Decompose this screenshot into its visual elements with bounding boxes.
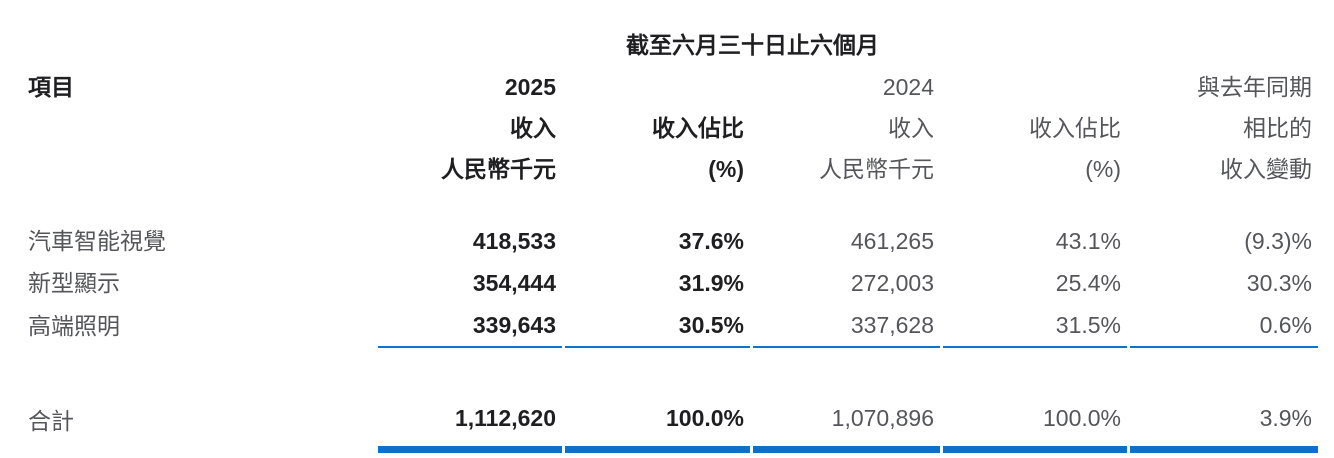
change-value: 0.6% [1130, 304, 1318, 348]
revenue-2024-value: 461,265 [850, 227, 934, 254]
change-header-line1: 與去年同期 [1197, 73, 1312, 100]
change-value: 30.3% [1246, 269, 1312, 296]
share-2024-value: 31.5% [943, 304, 1127, 348]
share-2025-unit: (%) [708, 155, 744, 182]
total-share-2025: 100.0% [565, 396, 750, 453]
share-2025-value: 30.5% [565, 304, 750, 348]
share-2024-value: 43.1% [1055, 227, 1121, 254]
empty-cell [1130, 18, 1318, 58]
empty-cell [25, 18, 375, 58]
empty-cell [25, 348, 1318, 396]
year-header-row: 項目 2025 2024 與去年同期 [25, 58, 1318, 100]
share-2025-value: 37.6% [678, 227, 744, 254]
share-2024-value: 25.4% [1055, 269, 1121, 296]
empty-cell [25, 182, 1318, 220]
change-header-line3: 收入變動 [1220, 155, 1312, 182]
row-item-label: 汽車智能視覺 [28, 227, 166, 254]
total-revenue-2024: 1,070,896 [753, 396, 940, 453]
revenue-2024-value: 337,628 [753, 304, 940, 348]
total-revenue-2025: 1,112,620 [378, 396, 562, 453]
year-header-2024: 2024 [882, 73, 934, 100]
total-label: 合計 [28, 408, 74, 435]
spacer-row [25, 182, 1318, 220]
revenue-2025-unit: 人民幣千元 [441, 155, 556, 182]
share-2025-header: 收入佔比 [652, 114, 744, 141]
table-row-total: 合計 1,112,620 100.0% 1,070,896 100.0% 3.9… [25, 396, 1318, 453]
change-value: (9.3)% [1244, 227, 1312, 254]
table-row-automotive-vision: 汽車智能視覺 418,533 37.6% 461,265 43.1% (9.3)… [25, 220, 1318, 262]
revenue-breakdown-table: 截至六月三十日止六個月 項目 2025 2024 與去年同期 收入 收入佔比 收… [22, 18, 1321, 453]
table-row-high-end-lighting: 高端照明 339,643 30.5% 337,628 31.5% 0.6% [25, 304, 1318, 348]
year-header-2025: 2025 [504, 73, 556, 100]
row-item-label: 高端照明 [28, 312, 120, 339]
revenue-2025-value: 418,533 [472, 227, 556, 254]
empty-cell [943, 58, 1127, 100]
period-title-row: 截至六月三十日止六個月 [25, 18, 1318, 58]
total-change: 3.9% [1130, 396, 1318, 453]
subheader-row-2: 人民幣千元 (%) 人民幣千元 (%) 收入變動 [25, 141, 1318, 182]
revenue-2025-header: 收入 [510, 114, 556, 141]
share-2024-unit: (%) [1085, 155, 1121, 182]
revenue-2024-header: 收入 [888, 114, 934, 141]
item-column-header: 項目 [28, 73, 74, 100]
spacer-row [25, 348, 1318, 396]
revenue-2024-value: 272,003 [850, 269, 934, 296]
empty-cell [25, 141, 375, 182]
row-item-label: 新型顯示 [28, 269, 120, 296]
empty-cell [565, 58, 750, 100]
revenue-2025-value: 354,444 [472, 269, 556, 296]
share-2024-header: 收入佔比 [1029, 114, 1121, 141]
revenue-2024-unit: 人民幣千元 [819, 155, 934, 182]
revenue-2025-value: 339,643 [378, 304, 562, 348]
period-title: 截至六月三十日止六個月 [626, 31, 879, 58]
empty-cell [25, 100, 375, 141]
table-row-new-display: 新型顯示 354,444 31.9% 272,003 25.4% 30.3% [25, 262, 1318, 304]
share-2025-value: 31.9% [678, 269, 744, 296]
subheader-row-1: 收入 收入佔比 收入 收入佔比 相比的 [25, 100, 1318, 141]
total-share-2024: 100.0% [943, 396, 1127, 453]
change-header-line2: 相比的 [1243, 114, 1312, 141]
